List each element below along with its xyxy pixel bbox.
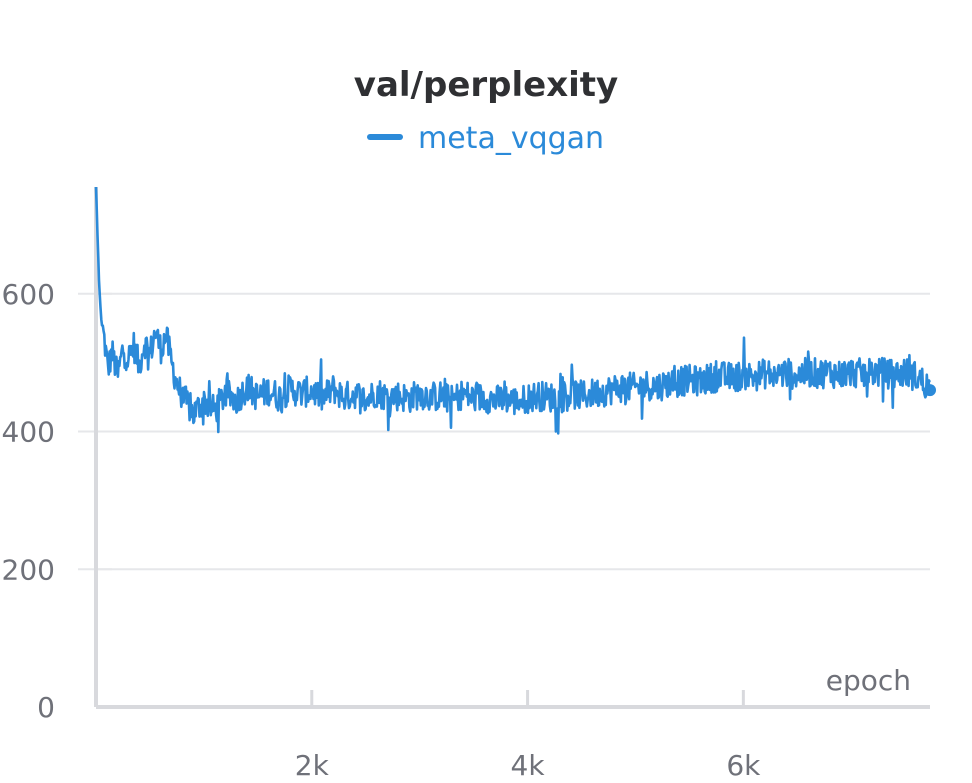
x-axis-label: epoch <box>826 664 911 697</box>
series-layer <box>94 186 936 435</box>
x-tick-label: 4k <box>511 749 546 782</box>
gridlines <box>78 292 930 571</box>
x-tick-label: 2k <box>295 749 330 782</box>
y-tick-label: 600 <box>2 278 55 311</box>
last-point-marker <box>924 384 936 397</box>
axes <box>94 187 930 709</box>
x-axis-ticks: 2k 4k 6k <box>295 690 761 782</box>
chart-title: val/perplexity <box>354 65 618 105</box>
y-tick-label: 200 <box>2 553 55 586</box>
x-tick-label: 6k <box>726 749 761 782</box>
legend: meta_vqgan <box>367 121 604 156</box>
y-tick-label: 0 <box>37 691 55 724</box>
legend-label: meta_vqgan <box>418 121 604 156</box>
y-tick-label: 400 <box>2 416 55 449</box>
y-axis-ticks: 0 200 400 600 <box>2 278 55 724</box>
series-line <box>94 186 931 435</box>
